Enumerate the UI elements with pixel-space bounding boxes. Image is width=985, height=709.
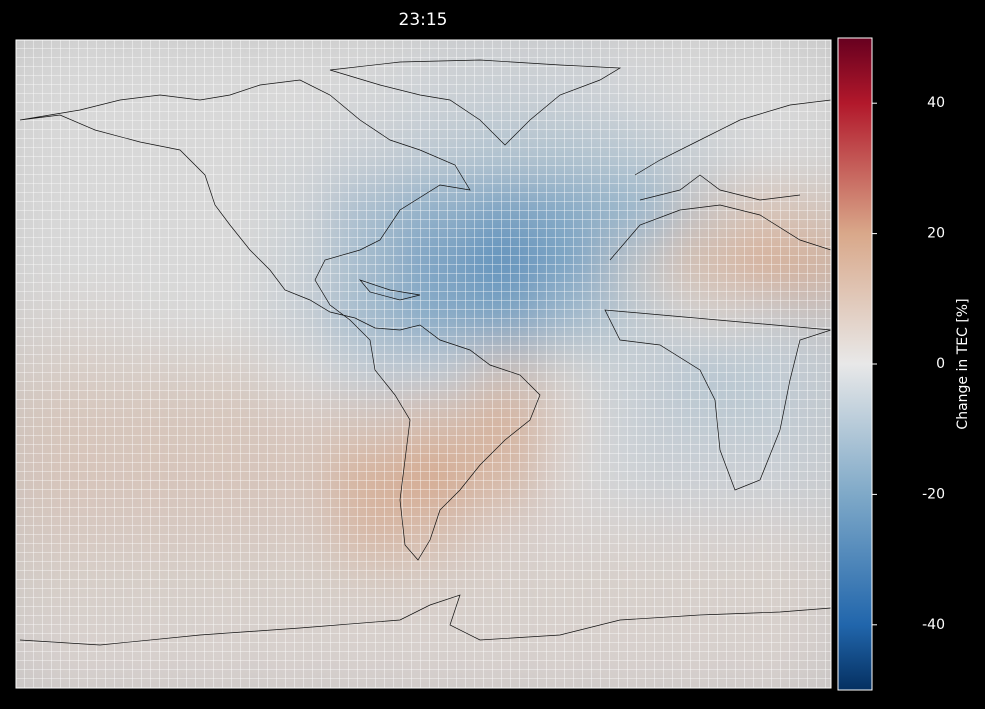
colorbar: [837, 37, 873, 691]
colorbar-tick-label: -40: [922, 617, 945, 633]
colorbar-tick-label: 0: [936, 356, 945, 372]
colorbar-label: Change in TEC [%]: [955, 298, 971, 429]
colorbar-tick-label: -20: [922, 486, 945, 502]
coastlines: [19, 59, 831, 646]
map-frame: [15, 39, 832, 689]
title: 23:15: [399, 10, 448, 30]
grid: [16, 40, 831, 688]
colorbar-tick-label: 40: [927, 95, 945, 111]
colorbar-tick-label: 20: [927, 226, 945, 242]
